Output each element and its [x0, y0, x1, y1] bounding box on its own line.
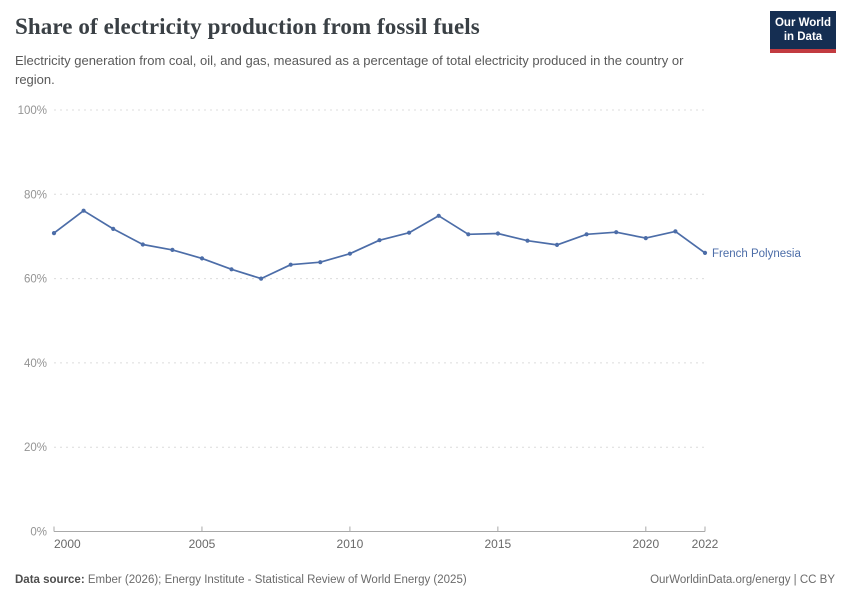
data-point[interactable] [170, 247, 175, 252]
data-point[interactable] [466, 232, 471, 237]
data-point[interactable] [673, 229, 678, 234]
data-point[interactable] [525, 238, 530, 243]
y-axis-label: 20% [24, 442, 47, 454]
data-point[interactable] [259, 276, 264, 281]
data-point[interactable] [495, 231, 500, 236]
data-point[interactable] [81, 208, 86, 213]
y-axis-label: 60% [24, 274, 47, 286]
data-point[interactable] [436, 213, 441, 218]
data-point[interactable] [643, 236, 648, 241]
y-axis-label: 0% [30, 527, 47, 539]
x-axis-label: 2000 [54, 537, 81, 551]
y-axis-label: 80% [24, 189, 47, 201]
data-point[interactable] [51, 231, 57, 236]
owid-logo[interactable]: Our World in Data [770, 11, 836, 53]
data-source-text: Ember (2026); Energy Institute - Statist… [84, 574, 467, 586]
data-source-line: Data source: Ember (2026); Energy Instit… [15, 574, 467, 586]
owid-logo-line1: Our World [774, 17, 831, 29]
data-point[interactable] [584, 232, 589, 237]
data-point[interactable] [702, 250, 708, 255]
trend-line[interactable] [53, 209, 706, 280]
data-source-label: Data source: [15, 574, 85, 586]
data-point[interactable] [614, 230, 619, 235]
owid-url-license-link[interactable]: OurWorldinData.org/energy | CC BY [650, 574, 835, 586]
x-axis-label: 2010 [337, 537, 364, 551]
chart-subtitle: Electricity generation from coal, oil, a… [15, 53, 684, 87]
series-label: French Polynesia [712, 248, 801, 260]
data-point[interactable] [554, 242, 560, 247]
chart-footer: Data source: Ember (2026); Energy Instit… [15, 574, 835, 586]
data-point[interactable] [347, 251, 352, 256]
data-point[interactable] [377, 238, 382, 243]
x-axis-label: 2015 [485, 537, 512, 551]
data-point[interactable] [229, 267, 234, 272]
y-axis-label: 40% [24, 358, 47, 370]
chart-title: Share of electricity production from fos… [15, 14, 480, 39]
data-point[interactable] [199, 256, 205, 261]
data-point[interactable] [407, 230, 412, 235]
y-axis-label: 100% [18, 105, 47, 117]
x-axis-label: 2022 [692, 537, 719, 551]
data-point[interactable] [288, 262, 293, 267]
x-axis-label: 2005 [189, 537, 216, 551]
data-point[interactable] [111, 226, 116, 231]
data-point[interactable] [318, 260, 323, 265]
data-point[interactable] [140, 242, 145, 247]
owid-logo-line2: in Data [783, 31, 823, 44]
x-axis-label: 2020 [632, 537, 659, 551]
